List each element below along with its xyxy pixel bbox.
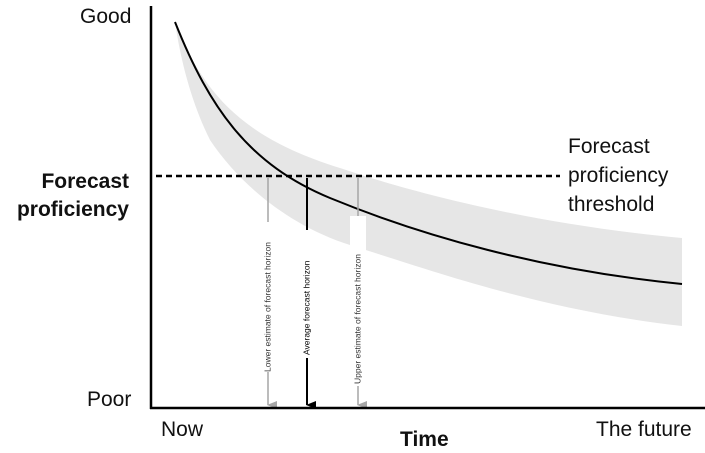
threshold-label-line3: threshold (568, 193, 655, 216)
threshold-label-line2: proficiency (568, 164, 669, 187)
uncertainty-band (175, 22, 682, 326)
y-axis-title-line2: proficiency (16, 198, 129, 221)
lower-estimate-label: Lower estimate of forecast horizon (262, 242, 272, 372)
x-axis-right-label: The future (596, 418, 692, 441)
x-axis-left-label: Now (161, 418, 204, 441)
x-axis-title: Time (400, 428, 449, 451)
threshold-label-line1: Forecast (568, 135, 650, 158)
proficiency-curve (174, 21, 683, 285)
y-axis-title-line1: Forecast (41, 170, 129, 193)
y-axis-title: Forecast proficiency (0, 168, 129, 224)
upper-estimate-label: Upper estimate of forecast horizon (352, 254, 362, 384)
threshold-label: Forecast proficiency threshold (568, 132, 668, 219)
y-axis-bottom-label: Poor (87, 388, 132, 411)
y-axis-top-label: Good (80, 5, 132, 28)
average-horizon-label: Average forecast horizon (301, 260, 311, 355)
